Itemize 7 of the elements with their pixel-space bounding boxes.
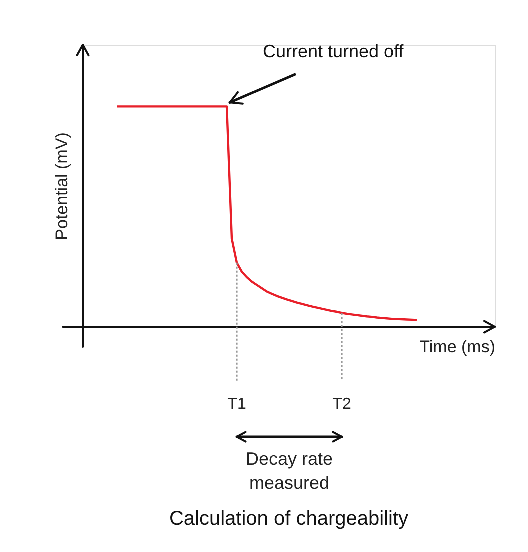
text: T1	[228, 396, 246, 413]
text: Calculation of chargeability	[169, 508, 409, 530]
text: T2	[332, 396, 352, 413]
text: Current turned off	[263, 42, 405, 62]
x-axis-title: Time (ms)	[420, 338, 496, 356]
y-axis-title: Potential (mV)	[52, 132, 72, 240]
text: Decay rate measured	[246, 449, 334, 493]
